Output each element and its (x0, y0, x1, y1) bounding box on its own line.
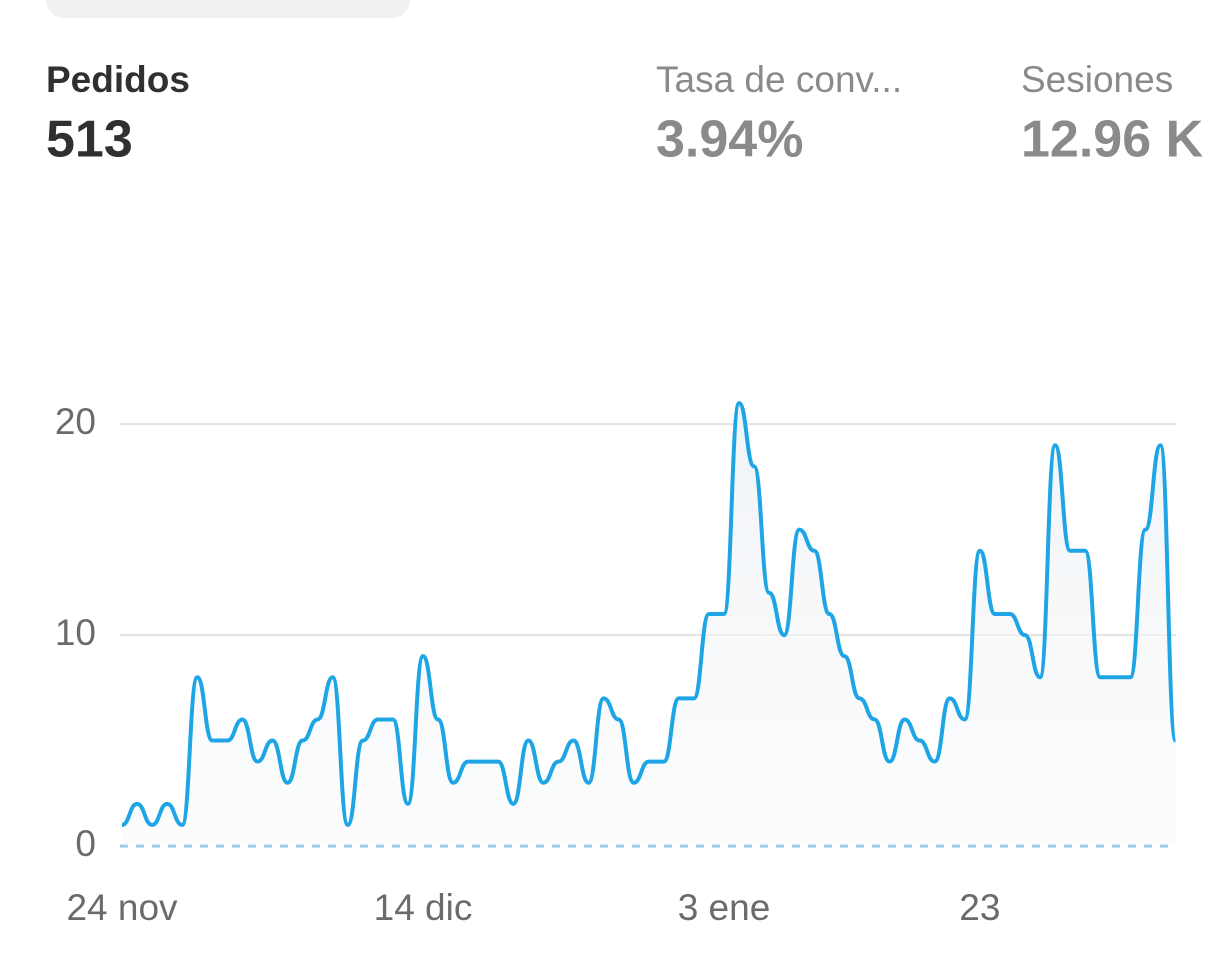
top-tab[interactable] (46, 0, 410, 18)
line (121, 401, 1178, 827)
metric-label[interactable]: Tasa de conv... (656, 59, 902, 100)
x-tick-label: 23 (959, 887, 1000, 928)
metric-label[interactable]: Pedidos (46, 59, 190, 100)
x-tick-label: 3 ene (678, 887, 771, 928)
y-tick-label: 0 (75, 823, 96, 864)
y-tick-label: 20 (55, 401, 96, 442)
metric-value[interactable]: 513 (46, 111, 133, 169)
metric-label[interactable]: Sesiones (1021, 59, 1173, 100)
y-tick-label: 10 (55, 612, 96, 653)
metric-value[interactable]: 3.94% (656, 111, 803, 169)
chart: 0 10 20 24 nov 14 dic 3 ene 23 (55, 401, 1178, 928)
x-tick-label: 14 dic (374, 887, 473, 928)
x-tick-label: 24 nov (66, 887, 178, 928)
metric-value[interactable]: 12.96 K (1021, 111, 1204, 169)
